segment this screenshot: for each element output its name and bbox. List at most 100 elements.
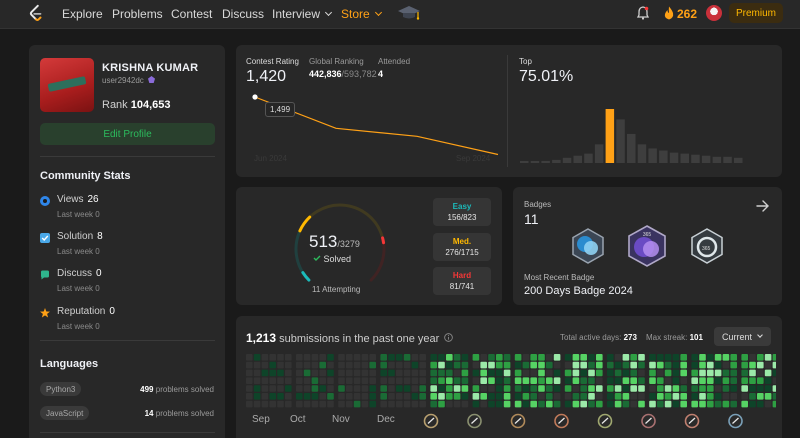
- heatmap-cell: [488, 385, 495, 392]
- heatmap-cell: [396, 377, 403, 384]
- heatmap-cell: [253, 393, 261, 400]
- heatmap-cell: [396, 354, 403, 361]
- chevron-down-icon: [757, 332, 763, 338]
- heatmap-cell: [453, 354, 461, 361]
- heatmap-cell: [522, 369, 530, 377]
- submission-heatmap[interactable]: [246, 354, 776, 414]
- month-badge-mark: [514, 417, 522, 424]
- month-badge-mark: [688, 417, 696, 424]
- solved-progress-ring[interactable]: [280, 197, 400, 297]
- user-avatar[interactable]: [706, 5, 722, 21]
- histogram-bar: [530, 161, 540, 163]
- period-select[interactable]: Current: [714, 327, 771, 346]
- views-value: 26: [87, 194, 99, 205]
- heatmap-cell: [741, 377, 748, 384]
- difficulty-easy[interactable]: Easy 156/823: [433, 198, 491, 226]
- rating-point: [252, 94, 258, 100]
- contest-rating-card: Contest Rating 1,420 Global Ranking 442,…: [236, 45, 782, 177]
- heatmap-cell: [246, 354, 253, 361]
- heatmap-cell: [296, 400, 303, 408]
- heatmap-cell: [311, 385, 319, 392]
- badges-count: 11: [524, 211, 539, 227]
- heatmap-cell: [564, 400, 572, 408]
- badge-hex-blue-icon[interactable]: [570, 228, 606, 264]
- heatmap-cell: [419, 377, 426, 384]
- heatmap-cell: [546, 361, 553, 369]
- heatmap-cell: [680, 354, 687, 361]
- heatmap-cell: [714, 400, 722, 408]
- notification-bell-icon[interactable]: [637, 6, 649, 20]
- vertical-divider: [507, 55, 508, 167]
- heatmap-cell: [707, 354, 714, 361]
- heatmap-cell: [757, 385, 764, 392]
- heatmap-cell: [722, 377, 730, 384]
- histogram-bar: [691, 154, 700, 163]
- heatmap-cell: [311, 400, 319, 408]
- heatmap-cell: [285, 369, 292, 377]
- period-select-value: Current: [722, 331, 753, 342]
- heatmap-cell: [596, 393, 603, 400]
- heatmap-cell: [396, 369, 403, 377]
- rating-line-chart[interactable]: [246, 85, 506, 175]
- heatmap-cell: [246, 400, 253, 408]
- info-icon[interactable]: [444, 333, 454, 342]
- heatmap-cell: [630, 393, 637, 400]
- heatmap-cell: [419, 354, 426, 361]
- rating-histogram[interactable]: [520, 95, 770, 165]
- heatmap-cell: [649, 377, 656, 384]
- edit-profile-button[interactable]: Edit Profile: [40, 123, 215, 145]
- difficulty-medium[interactable]: Med. 276/1715: [433, 233, 491, 261]
- heatmap-cell: [622, 361, 630, 369]
- global-rank: 442,836: [309, 69, 342, 79]
- heatmap-cell: [638, 369, 645, 377]
- nav-store[interactable]: Store: [341, 7, 382, 21]
- badge-365-purple-icon[interactable]: 365: [626, 225, 668, 267]
- language-tag-javascript[interactable]: JavaScript: [40, 406, 90, 420]
- heatmap-cell: [749, 354, 756, 361]
- nav-explore[interactable]: Explore: [62, 7, 103, 21]
- heatmap-cell: [730, 361, 737, 369]
- heatmap-cell: [607, 369, 614, 377]
- heatmap-cell: [564, 393, 572, 400]
- heatmap-cell: [649, 354, 656, 361]
- heatmap-cell: [327, 361, 334, 369]
- heatmap-cell: [630, 400, 637, 408]
- difficulty-hard[interactable]: Hard 81/741: [433, 267, 491, 295]
- heatmap-cell: [772, 361, 776, 369]
- heatmap-cell: [757, 354, 764, 361]
- heatmap-cell: [607, 400, 614, 408]
- heatmap-cell: [588, 393, 595, 400]
- heatmap-cell: [730, 393, 737, 400]
- javascript-suffix: problems solved: [155, 409, 214, 418]
- heatmap-cell: [588, 400, 595, 408]
- heatmap-cell: [419, 385, 426, 392]
- histogram-bar: [680, 153, 689, 163]
- heatmap-cell: [353, 354, 361, 361]
- heatmap-cell: [461, 377, 469, 384]
- heatmap-cell: [338, 377, 345, 384]
- heatmap-cell: [403, 369, 411, 377]
- nav-contest[interactable]: Contest: [171, 7, 213, 21]
- badge-365-gray-icon[interactable]: 365: [689, 228, 725, 264]
- nav-discuss[interactable]: Discuss: [222, 7, 265, 21]
- heatmap-cell: [396, 361, 403, 369]
- active-days: Total active days: 273: [560, 333, 637, 342]
- language-tag-python3[interactable]: Python3: [40, 382, 82, 396]
- nav-interview[interactable]: Interview: [272, 7, 333, 21]
- heatmap-cell: [261, 400, 269, 408]
- flame-icon[interactable]: [663, 6, 675, 20]
- heatmap-cell: [553, 354, 561, 361]
- graduation-cap-icon[interactable]: [396, 3, 422, 23]
- heatmap-cell: [622, 369, 630, 377]
- submissions-summary: 1,213 submissions in the past one year: [246, 331, 454, 345]
- premium-button[interactable]: Premium: [729, 3, 783, 23]
- heatmap-cell: [246, 377, 253, 384]
- heatmap-cell: [496, 400, 503, 408]
- heatmap-cell: [369, 400, 376, 408]
- arrow-right-icon[interactable]: [756, 200, 770, 212]
- profile-username: user2942dc: [102, 76, 156, 85]
- leetcode-logo-icon[interactable]: [27, 4, 45, 22]
- nav-problems[interactable]: Problems: [112, 7, 163, 21]
- heatmap-cell: [380, 369, 387, 377]
- heatmap-cell: [277, 377, 284, 384]
